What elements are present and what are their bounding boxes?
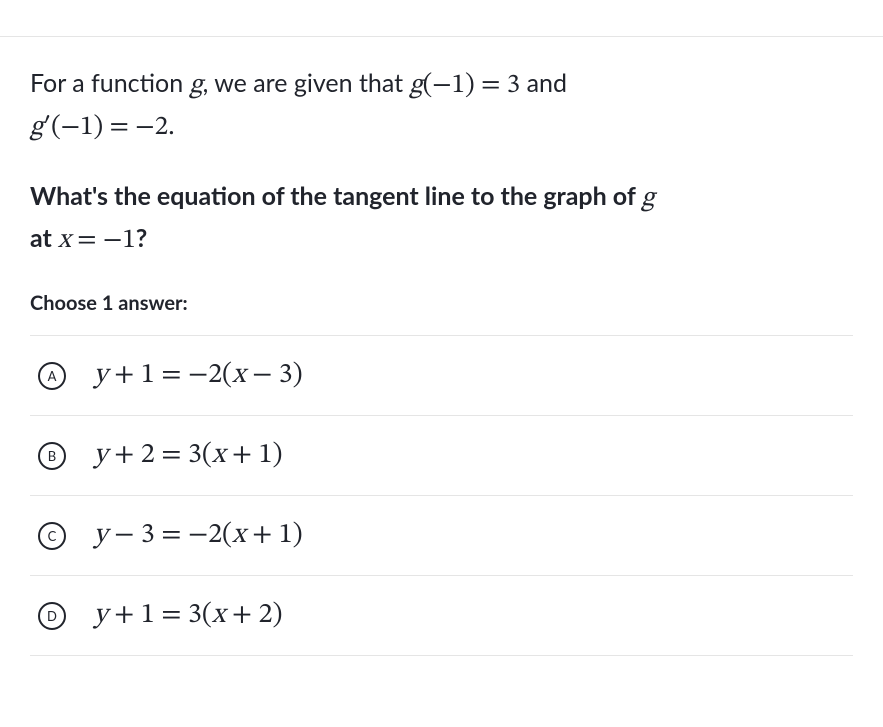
choice-a[interactable]: A y + 1 = −2(x − 3) (30, 336, 853, 416)
choice-b-text: y + 2 = 3(x + 1) (94, 438, 283, 473)
choose-label: Choose 1 answer: (30, 291, 853, 315)
stem-part2: , we are given that (203, 68, 410, 98)
radio-letter: D (47, 608, 57, 624)
choice-d-text: y + 1 = 3(x + 2) (94, 598, 283, 633)
question-part1: What's the equation of the tangent line … (30, 181, 641, 211)
question-g: g (641, 185, 654, 212)
stem-eq1: g(−1) = 3 (410, 72, 521, 99)
stem-part3: and (520, 68, 567, 98)
radio-letter: C (48, 528, 57, 544)
stem-g: g (190, 72, 203, 99)
radio-a[interactable]: A (38, 362, 66, 390)
stem-part1: For a function (30, 68, 190, 98)
stem-text: For a function g, we are given that g(−1… (30, 65, 853, 148)
question-qmark: ? (136, 223, 148, 253)
choice-c[interactable]: C y − 3 = −2(x + 1) (30, 496, 853, 576)
choice-d[interactable]: D y + 1 = 3(x + 2) (30, 576, 853, 656)
stem-eq2: g′(−1) = −2. (30, 114, 175, 141)
choice-c-text: y − 3 = −2(x + 1) (94, 518, 303, 553)
choice-b[interactable]: B y + 2 = 3(x + 1) (30, 416, 853, 496)
radio-d[interactable]: D (38, 602, 66, 630)
question-text: What's the equation of the tangent line … (30, 178, 853, 261)
question-block: For a function g, we are given that g(−1… (0, 37, 883, 656)
choice-a-text: y + 1 = −2(x − 3) (94, 358, 303, 393)
choices-list: A y + 1 = −2(x − 3) B y + 2 = 3(x + 1) C… (30, 335, 853, 656)
radio-letter: B (48, 448, 56, 464)
radio-letter: A (48, 368, 57, 384)
question-eq: x = −1 (58, 227, 136, 254)
radio-b[interactable]: B (38, 442, 66, 470)
radio-c[interactable]: C (38, 522, 66, 550)
question-part2: at (30, 223, 58, 253)
